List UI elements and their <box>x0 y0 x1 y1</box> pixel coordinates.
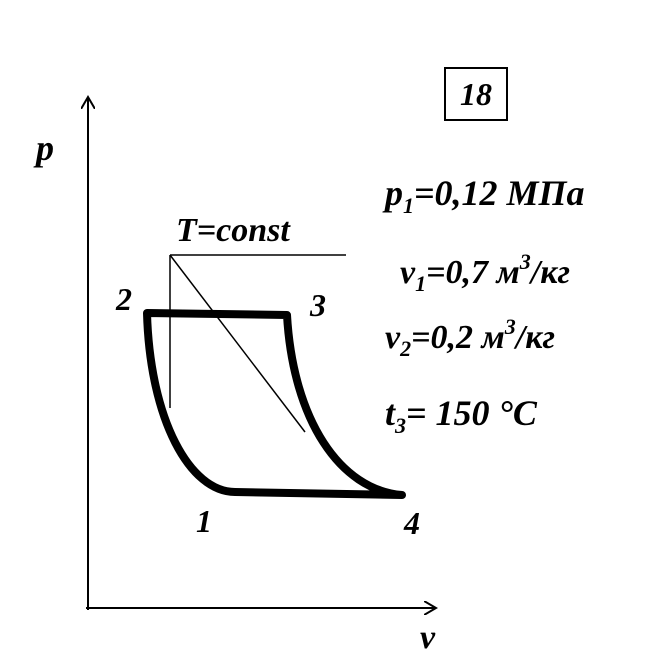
x-axis-label: v <box>420 619 436 656</box>
helper-diagonal <box>169 254 306 433</box>
number-box <box>444 67 508 121</box>
param-sub: 3 <box>394 413 406 438</box>
isotherm-label: T=const <box>176 212 291 249</box>
param: v1=0,7 м3/кг <box>400 249 570 296</box>
point-label: 2 <box>115 281 132 317</box>
param-text: =0,7 м <box>426 254 520 291</box>
param-unit: /кг <box>513 319 555 356</box>
param: p1=0,12 МПа <box>382 173 585 218</box>
point-label: 1 <box>196 503 212 539</box>
param-sub: 1 <box>403 193 414 218</box>
param-symbol: t <box>385 393 396 433</box>
y-axis-label: p <box>33 128 54 168</box>
point-label: 4 <box>403 505 420 541</box>
param-sup: 3 <box>519 249 531 274</box>
param-symbol: p <box>382 173 403 213</box>
param-sup: 3 <box>504 314 516 339</box>
param-sub: 1 <box>415 271 426 296</box>
param: v2=0,2 м3/кг <box>385 314 555 361</box>
cycle <box>143 309 406 499</box>
param-text: =0,12 МПа <box>414 173 585 213</box>
param-text: =0,2 м <box>411 319 505 356</box>
param-text: = 150 °C <box>406 393 538 433</box>
param-symbol: v <box>385 319 401 356</box>
param-unit: /кг <box>528 254 570 291</box>
param: t3= 150 °C <box>385 393 538 438</box>
param-symbol: v <box>400 254 416 291</box>
problem-number: 18 <box>460 76 492 112</box>
point-label: 3 <box>309 287 326 323</box>
param-sub: 2 <box>399 336 411 361</box>
